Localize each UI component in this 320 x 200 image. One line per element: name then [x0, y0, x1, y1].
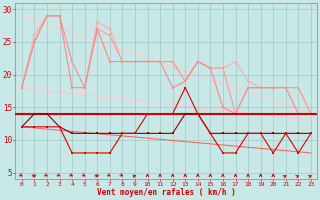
X-axis label: Vent moyen/en rafales ( km/h ): Vent moyen/en rafales ( km/h )	[97, 188, 236, 197]
